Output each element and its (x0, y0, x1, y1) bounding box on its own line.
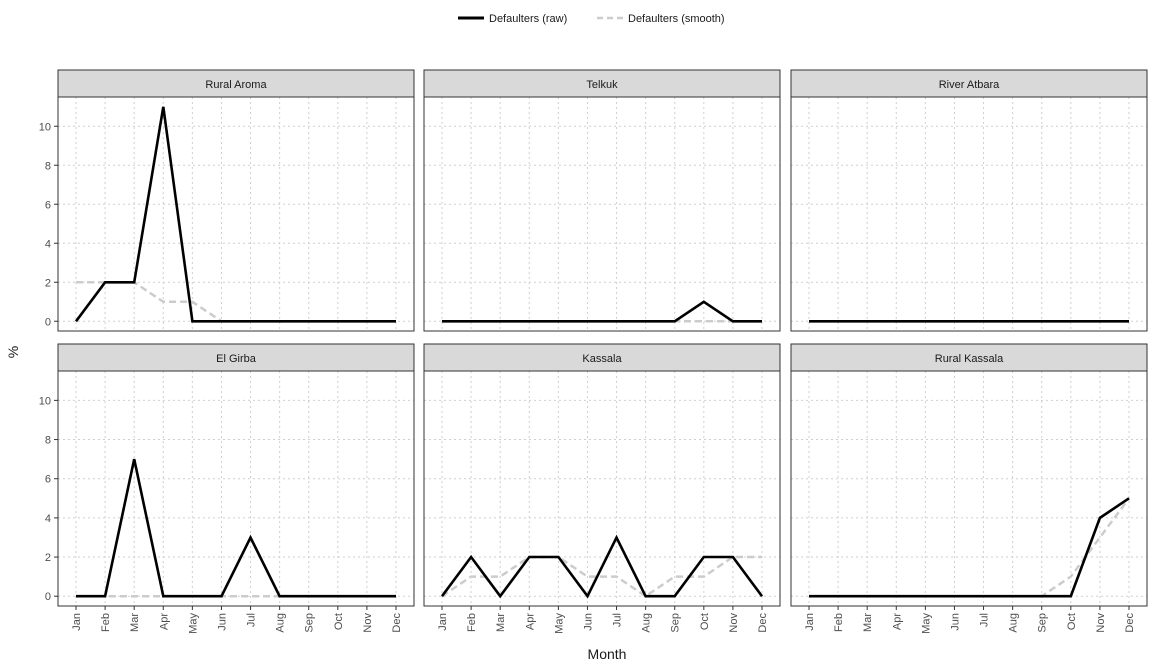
series-raw-3 (76, 458, 396, 598)
panel-border-1 (423, 96, 781, 332)
series-raw-5 (809, 497, 1130, 598)
panel-background-4 (424, 371, 780, 606)
panel-border-0 (57, 96, 415, 332)
panel-strip-4 (423, 343, 781, 372)
x-tick-label-3-10: Nov (362, 613, 374, 633)
x-tick-label-3-4: May (187, 613, 199, 634)
panel-background-1 (424, 97, 780, 331)
y-tick-label-3-2: 2 (45, 552, 51, 564)
y-tick-label-0-0: 0 (45, 316, 51, 328)
panel-title-2: River Atbara (939, 79, 1000, 91)
x-tick-label-4-1: Feb (466, 613, 478, 632)
x-tick-label-5-6: Jul (979, 613, 991, 627)
x-tick-label-5-8: Sep (1037, 613, 1049, 633)
y-tick-label-3-0: 0 (45, 591, 51, 603)
y-tick-label-0-2: 2 (45, 277, 51, 289)
panel-strip-5 (790, 343, 1148, 372)
x-tick-label-5-0: Jan (804, 613, 816, 631)
x-tick-label-3-8: Sep (304, 613, 316, 633)
x-tick-label-5-11: Dec (1124, 613, 1136, 633)
x-tick-label-4-9: Oct (699, 613, 711, 630)
x-tick-label-3-7: Aug (275, 613, 287, 633)
panel-title-1: Telkuk (586, 79, 618, 91)
series-smooth-4 (441, 555, 762, 598)
panel-border-2 (790, 96, 1148, 332)
panel-title-0: Rural Aroma (205, 79, 267, 91)
panel-strip-0 (57, 69, 415, 98)
x-tick-label-4-3: Apr (524, 613, 536, 630)
x-tick-label-4-5: Jun (582, 613, 594, 631)
x-tick-label-4-2: Mar (495, 613, 507, 632)
x-tick-label-5-4: May (920, 613, 932, 634)
x-tick-label-5-9: Oct (1066, 613, 1078, 630)
x-tick-label-4-7: Aug (641, 613, 653, 633)
panel-strip-1 (423, 69, 781, 98)
panel-background-0 (58, 97, 414, 331)
panel-background-2 (791, 97, 1147, 331)
x-tick-label-5-3: Apr (891, 613, 903, 630)
panel-title-5: Rural Kassala (935, 353, 1004, 365)
legend-label-1: Defaulters (smooth) (628, 13, 725, 25)
x-tick-label-3-0: Jan (71, 613, 83, 631)
x-tick-label-5-7: Aug (1008, 613, 1020, 633)
panel-border-4 (423, 370, 781, 607)
x-tick-label-5-2: Mar (862, 613, 874, 632)
y-tick-label-3-8: 8 (45, 435, 51, 447)
y-tick-label-3-10: 10 (39, 395, 51, 407)
x-tick-label-5-1: Feb (833, 613, 845, 632)
y-tick-label-3-6: 6 (45, 474, 51, 486)
y-axis-title: % (5, 346, 21, 358)
panel-background-5 (791, 371, 1147, 606)
y-tick-label-0-10: 10 (39, 121, 51, 133)
x-tick-label-5-10: Nov (1095, 613, 1107, 633)
y-tick-label-3-4: 4 (45, 513, 51, 525)
x-tick-label-4-0: Jan (437, 613, 449, 631)
series-raw-0 (74, 106, 396, 323)
y-tick-label-0-8: 8 (45, 160, 51, 172)
panel-title-4: Kassala (582, 353, 622, 365)
x-tick-label-3-2: Mar (129, 613, 141, 632)
series-raw-1 (442, 300, 762, 323)
panel-border-5 (790, 370, 1148, 607)
y-tick-label-0-4: 4 (45, 238, 51, 250)
series-raw-4 (440, 534, 764, 599)
x-tick-label-3-3: Apr (158, 613, 170, 630)
panel-border-3 (57, 370, 415, 607)
legend-label-0: Defaulters (raw) (489, 13, 567, 25)
x-axis-title: Month (588, 646, 627, 662)
x-tick-label-3-1: Feb (100, 613, 112, 632)
x-tick-label-4-10: Nov (728, 613, 740, 633)
x-tick-label-4-6: Jul (612, 613, 624, 627)
x-tick-label-4-4: May (553, 613, 565, 634)
x-tick-label-3-11: Dec (391, 613, 403, 633)
y-tick-label-0-6: 6 (45, 199, 51, 211)
x-tick-label-3-5: Jun (216, 613, 228, 631)
x-tick-label-3-9: Oct (333, 613, 345, 630)
x-tick-label-5-5: Jun (949, 613, 961, 631)
panel-title-3: El Girba (216, 353, 257, 365)
x-tick-label-4-8: Sep (670, 613, 682, 633)
x-tick-label-3-6: Jul (246, 613, 258, 627)
x-tick-label-4-11: Dec (757, 613, 769, 633)
